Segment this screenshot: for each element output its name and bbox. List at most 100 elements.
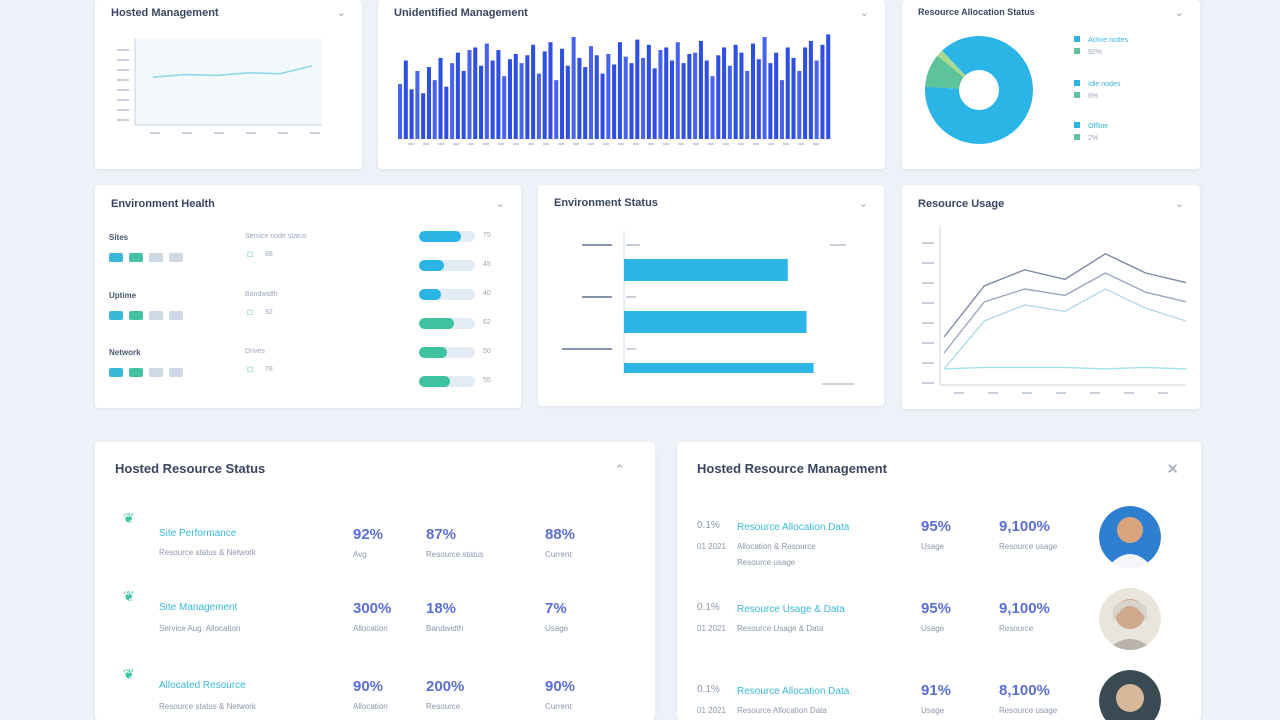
- multi-line-chart: [922, 225, 1187, 394]
- status-row: Uptime Bandwidth ☐ 92: [109, 291, 509, 325]
- progress-value: 55: [483, 377, 491, 384]
- bar: [750, 43, 756, 139]
- bar: [722, 47, 727, 139]
- bar: [693, 52, 698, 140]
- bar: [733, 44, 738, 139]
- donut-card: Resource Allocation Status ⌄ Active node…: [902, 0, 1200, 169]
- progress-fill: [419, 289, 442, 300]
- hosted-resource-management-card: Hosted Resource Management ✕ 0.1% 01 202…: [677, 442, 1201, 720]
- bar: [542, 51, 547, 139]
- avatar[interactable]: [1099, 588, 1161, 650]
- status-row: Network Drives ☐ 78: [109, 348, 509, 382]
- series-line: [943, 288, 1187, 370]
- bar: [606, 53, 611, 140]
- bar: [785, 47, 790, 139]
- bar: [624, 363, 814, 373]
- bar: [502, 76, 507, 139]
- bar: [727, 65, 732, 139]
- bar: [820, 44, 825, 139]
- chevron-down-icon[interactable]: ⌄: [859, 7, 869, 19]
- bar: [768, 63, 773, 139]
- bar: [432, 80, 437, 139]
- hosted-resource-status-card: Hosted Resource Status ⌃ ❦ Site Performa…: [95, 442, 655, 720]
- avatar-image: [1099, 588, 1161, 650]
- bar: [617, 42, 622, 139]
- chevron-down-icon[interactable]: ⌄: [1174, 198, 1184, 210]
- table-row[interactable]: ❦ Site Management Service Aug. Allocatio…: [123, 588, 569, 633]
- bar: [675, 42, 680, 139]
- progress-value: 50: [483, 348, 491, 355]
- bar: [409, 89, 414, 139]
- bar: [577, 57, 582, 139]
- card-title: Environment Status: [554, 197, 658, 209]
- bar: [646, 44, 651, 139]
- avatar-image: [1099, 670, 1161, 720]
- progress-fill: [419, 376, 450, 387]
- bar: [398, 84, 403, 139]
- card-title: Resource Usage: [918, 198, 1005, 210]
- avatar[interactable]: [1099, 506, 1161, 568]
- environment-health-card: Environment Health ⌄ Sites Service node …: [95, 185, 521, 408]
- leaf-icon: ❦: [123, 666, 135, 682]
- bar: [641, 57, 646, 139]
- bar: [600, 73, 605, 139]
- avatar[interactable]: [1099, 670, 1161, 720]
- bar: [808, 40, 813, 139]
- table-row[interactable]: 0.1% 01 2021 Resource Allocation Data Al…: [697, 518, 1058, 567]
- chevron-down-icon[interactable]: ⌄: [858, 198, 868, 210]
- chevron-up-icon[interactable]: ⌃: [614, 462, 625, 477]
- progress-value: 62: [483, 319, 491, 326]
- donut-hole: [959, 70, 999, 110]
- bar: [450, 63, 455, 139]
- bar: [826, 34, 831, 139]
- series-line: [943, 272, 1187, 354]
- progress-value: 45: [483, 261, 491, 268]
- card-title: Unidentified Management: [394, 7, 528, 19]
- bar: [664, 47, 669, 139]
- card-title: Hosted Resource Status: [115, 461, 266, 476]
- progress-fill: [419, 347, 447, 358]
- bar: [803, 47, 808, 139]
- bar-chart-card: Unidentified Management ⌄: [378, 0, 885, 169]
- table-row[interactable]: ❦ Allocated Resource Resource status & N…: [123, 666, 576, 711]
- table-row[interactable]: 0.1% 01 2021 Resource Allocation Data Re…: [697, 682, 1058, 715]
- bar: [490, 60, 495, 139]
- bar: [536, 73, 541, 139]
- bar: [583, 67, 588, 139]
- bar: [814, 60, 819, 139]
- series-line: [943, 253, 1187, 338]
- table-row[interactable]: 0.1% 01 2021 Resource Usage & Data Resou…: [697, 600, 1050, 633]
- table-row[interactable]: ❦ Site Performance Resource status & Net…: [123, 510, 576, 559]
- close-icon[interactable]: ✕: [1166, 461, 1179, 478]
- progress-pill: [419, 318, 475, 329]
- bar: [519, 63, 524, 139]
- bar: [560, 48, 565, 139]
- card-title: Environment Health: [111, 198, 215, 210]
- legend-item: Active nodes 92%: [1074, 36, 1194, 80]
- bar: [704, 60, 709, 139]
- bar: [531, 44, 536, 139]
- more-icon[interactable]: ⌄: [495, 198, 505, 210]
- bar: [779, 80, 784, 139]
- bar: [467, 50, 472, 139]
- bar: [612, 64, 617, 139]
- check-icon: ☐: [247, 367, 254, 374]
- environment-status-card: Environment Status ⌄: [538, 185, 884, 406]
- bar: [444, 86, 449, 139]
- bar: [739, 52, 744, 140]
- bar: [461, 70, 466, 139]
- bar: [484, 43, 489, 139]
- card-title: Hosted Management: [111, 7, 219, 19]
- card-title: Hosted Resource Management: [697, 461, 887, 476]
- series-line: [943, 366, 1187, 370]
- progress-fill: [419, 260, 445, 271]
- chevron-down-icon[interactable]: ⌄: [336, 7, 346, 19]
- status-row: Sites Service node status ☐ 88: [109, 233, 509, 267]
- progress-pill: [419, 260, 475, 271]
- bar: [716, 55, 721, 140]
- chevron-down-icon[interactable]: ⌄: [1174, 7, 1184, 19]
- legend-item: Idle nodes 6%: [1074, 80, 1194, 122]
- bar: [629, 63, 634, 139]
- progress-pill: [419, 347, 475, 358]
- bar: [669, 60, 675, 139]
